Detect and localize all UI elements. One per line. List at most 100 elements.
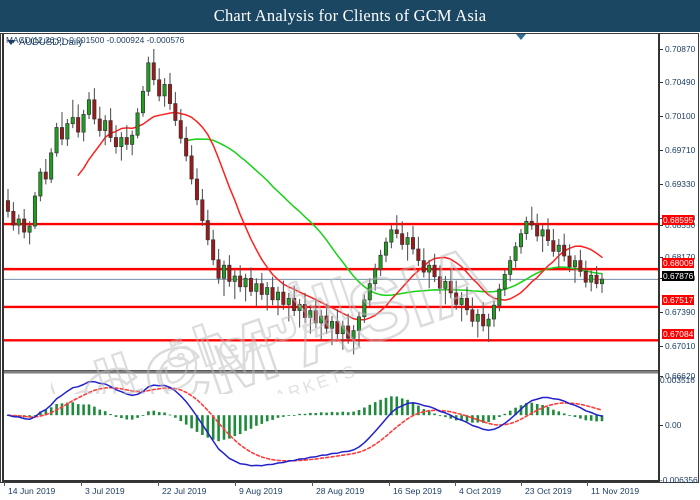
candle-bearish bbox=[400, 233, 405, 245]
candle-bearish bbox=[43, 171, 48, 180]
macd-axis-tick: 0.003516 bbox=[660, 375, 695, 385]
candle-bullish bbox=[286, 297, 291, 305]
macd-histogram-bar bbox=[444, 415, 447, 418]
candle-bullish bbox=[16, 218, 21, 226]
macd-histogram-bar bbox=[325, 412, 328, 416]
macd-histogram-bar bbox=[303, 413, 307, 416]
candle-bearish bbox=[59, 127, 64, 140]
macd-histogram-bar bbox=[368, 404, 372, 416]
macd-histogram-bar bbox=[341, 411, 345, 416]
price-axis-tick: 0.70100 bbox=[660, 111, 695, 121]
candle-bullish bbox=[518, 233, 523, 248]
price-level-label[interactable]: 0.67876 bbox=[662, 271, 695, 281]
date-axis-tick-label: 4 Oct 2019 bbox=[459, 486, 502, 496]
macd-chart-panel[interactable] bbox=[2, 375, 659, 482]
date-axis-tick-label: 28 Aug 2019 bbox=[316, 486, 365, 496]
symbol-label[interactable]: AUDUSD,Daily bbox=[7, 37, 83, 48]
macd-histogram-bar bbox=[60, 403, 64, 416]
price-chart-panel[interactable] bbox=[2, 34, 659, 371]
price-axis-tick: 0.68550 bbox=[660, 220, 695, 230]
macd-histogram-bar bbox=[562, 413, 566, 416]
candle-bearish bbox=[97, 118, 102, 131]
macd-histogram-bar bbox=[379, 399, 382, 416]
candle-bullish bbox=[49, 152, 54, 180]
tick-mark bbox=[660, 278, 663, 280]
macd-histogram-bar bbox=[579, 415, 582, 419]
candle-bullish bbox=[367, 283, 372, 301]
macd-histogram-bar bbox=[319, 412, 323, 416]
macd-histogram-bar bbox=[384, 397, 388, 416]
chart-frame-left bbox=[2, 34, 4, 482]
candle-bullish bbox=[140, 90, 145, 114]
macd-histogram-bar bbox=[98, 409, 102, 416]
candle-bearish bbox=[432, 264, 437, 278]
candle-bearish bbox=[545, 229, 550, 241]
candle-bearish bbox=[227, 264, 232, 282]
macd-histogram-bar bbox=[481, 415, 485, 423]
tick-mark bbox=[312, 482, 313, 486]
candle-bullish bbox=[221, 264, 226, 279]
price-level-label[interactable]: 0.68595 bbox=[662, 215, 695, 225]
candle-bullish bbox=[599, 278, 604, 285]
chart-frame-right bbox=[658, 34, 660, 482]
candle-bullish bbox=[275, 291, 280, 301]
candle-bearish bbox=[346, 325, 351, 339]
macd-histogram-bar bbox=[330, 411, 334, 416]
macd-histogram-bar bbox=[93, 406, 96, 416]
date-axis-tick: 28 Aug 2019 bbox=[312, 482, 365, 496]
macd-histogram-bar bbox=[179, 415, 183, 422]
tick-mark bbox=[81, 482, 82, 486]
macd-histogram-bar bbox=[287, 415, 291, 416]
price-axis-tick-label: 0.66620 bbox=[665, 371, 696, 381]
candle-bullish bbox=[589, 274, 594, 283]
macd-histogram-bar bbox=[184, 415, 188, 425]
price-axis-tick: 0.70490 bbox=[660, 77, 695, 87]
moving-average-slow-line bbox=[185, 138, 603, 297]
tick-mark bbox=[455, 482, 456, 486]
tick-mark bbox=[660, 184, 663, 186]
macd-histogram-bar bbox=[573, 415, 577, 417]
price-axis-tick-label: 0.68550 bbox=[665, 220, 696, 230]
candle-bearish bbox=[76, 117, 81, 133]
price-axis-tick-label: 0.70490 bbox=[665, 77, 696, 87]
macd-histogram-bar bbox=[103, 411, 107, 416]
candle-bullish bbox=[540, 229, 545, 237]
price-axis[interactable]: 0.708700.704900.701000.697100.693300.689… bbox=[660, 34, 700, 485]
candle-bullish bbox=[103, 120, 108, 131]
price-level-label[interactable]: 0.68009 bbox=[662, 258, 695, 268]
macd-histogram-bar bbox=[136, 415, 139, 418]
candle-bullish bbox=[81, 114, 86, 133]
macd-histogram-bar bbox=[433, 413, 436, 416]
macd-histogram-bar bbox=[228, 415, 231, 439]
tick-mark bbox=[158, 482, 159, 486]
candle-bearish bbox=[302, 304, 307, 318]
macd-histogram-bar bbox=[125, 415, 129, 420]
macd-histogram-bar bbox=[157, 412, 161, 416]
price-chart-svg bbox=[2, 49, 659, 355]
candle-bearish bbox=[313, 310, 318, 324]
tick-mark bbox=[389, 482, 390, 486]
macd-histogram-bar bbox=[508, 410, 512, 416]
candle-bullish bbox=[54, 127, 59, 154]
candle-bullish bbox=[513, 246, 518, 261]
chart-window: AUDUSD,Daily GCM ASIA GCM CAPITAL MARKET… bbox=[0, 33, 700, 485]
triangle-down-icon[interactable] bbox=[7, 40, 15, 45]
macd-histogram-bar bbox=[390, 396, 393, 416]
macd-histogram-bar bbox=[39, 411, 42, 416]
tick-mark bbox=[521, 482, 522, 486]
macd-axis-tick-label: 0.003516 bbox=[660, 375, 695, 385]
candle-bullish bbox=[254, 283, 259, 292]
candle-bullish bbox=[243, 277, 248, 288]
macd-histogram-bar bbox=[292, 415, 296, 416]
plot-area[interactable]: MACD(12,26,9) -0.001500 -0.000924 -0.000… bbox=[2, 34, 659, 482]
macd-histogram-bar bbox=[557, 411, 561, 416]
macd-histogram-bar bbox=[71, 402, 75, 416]
price-axis-tick-label: 0.70870 bbox=[665, 44, 696, 54]
candle-bearish bbox=[529, 220, 534, 226]
triangle-down-marker-icon bbox=[516, 34, 526, 40]
price-level-label[interactable]: 0.67084 bbox=[662, 329, 695, 339]
macd-histogram-bar bbox=[395, 396, 399, 416]
candle-bullish bbox=[486, 318, 491, 327]
price-level-label[interactable]: 0.67517 bbox=[662, 295, 695, 305]
candle-bearish bbox=[470, 309, 475, 322]
